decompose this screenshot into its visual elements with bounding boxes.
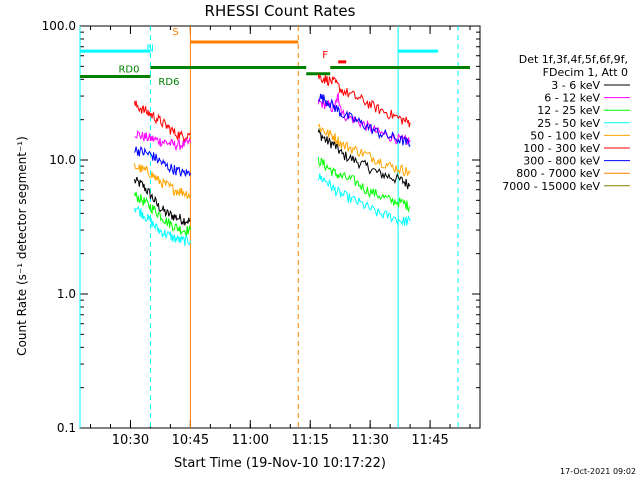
series-line	[134, 191, 191, 236]
series-line	[317, 156, 411, 213]
legend-entry-label: 25 - 50 keV	[537, 117, 600, 130]
y-tick-label: 0.1	[57, 421, 76, 435]
legend-entry-label: 7000 - 15000 keV	[502, 180, 600, 193]
legend-title-line2: FDecim 1, Att 0	[543, 66, 628, 79]
x-axis-label: Start Time (19-Nov-10 10:17:22)	[174, 456, 386, 471]
annotation-label: RD0	[118, 64, 139, 75]
annotation-label: RD6	[158, 77, 179, 88]
series-line	[317, 128, 411, 190]
x-tick-label: 11:45	[411, 433, 448, 448]
y-tick-label: 10.0	[49, 153, 76, 167]
series-line	[317, 173, 411, 227]
x-tick-label: 11:00	[232, 433, 269, 448]
annotation-label: S	[172, 27, 178, 38]
plot-area: 100.0 10.0 1.0 0.1 10:30 10:45 11:00 11:15 11:30…	[42, 19, 481, 448]
y-tick-label: 1.0	[57, 287, 76, 301]
series-line	[317, 91, 411, 145]
series-line	[134, 163, 191, 199]
series-line	[134, 130, 191, 152]
x-tick-label: 11:15	[291, 433, 328, 448]
series-line	[317, 93, 411, 148]
legend-entry-label: 12 - 25 keV	[537, 104, 600, 117]
legend-entry-label: 50 - 100 keV	[530, 129, 600, 142]
series-line	[134, 176, 191, 226]
x-tick-label: 10:30	[112, 433, 149, 448]
chart-title: RHESSI Count Rates	[205, 2, 356, 20]
series-line	[317, 123, 411, 177]
x-tick-label: 11:30	[351, 433, 388, 448]
annotation-label: F	[322, 50, 328, 61]
series-line	[134, 100, 191, 143]
legend-entry-label: 800 - 7000 keV	[516, 167, 600, 180]
x-tick-label: 10:45	[172, 433, 209, 448]
legend-entry-label: 3 - 6 keV	[551, 79, 600, 92]
series-line	[317, 73, 411, 128]
y-axis-label: Count Rate (s⁻¹ detector segment⁻¹)	[15, 136, 29, 356]
legend-entry-label: 300 - 800 keV	[523, 155, 600, 168]
legend-entry-label: 100 - 300 keV	[523, 142, 600, 155]
series-line	[134, 146, 191, 177]
series-line	[134, 205, 191, 246]
footer-date: 17-Oct-2021 09:02	[560, 467, 636, 476]
legend-entry-label: 6 - 12 keV	[544, 92, 600, 105]
legend-title-line1: Det 1f,3f,4f,5f,6f,9f,	[519, 53, 628, 66]
annotation-label: N	[146, 44, 153, 55]
y-tick-label: 100.0	[42, 19, 76, 33]
plot-frame	[79, 25, 481, 429]
